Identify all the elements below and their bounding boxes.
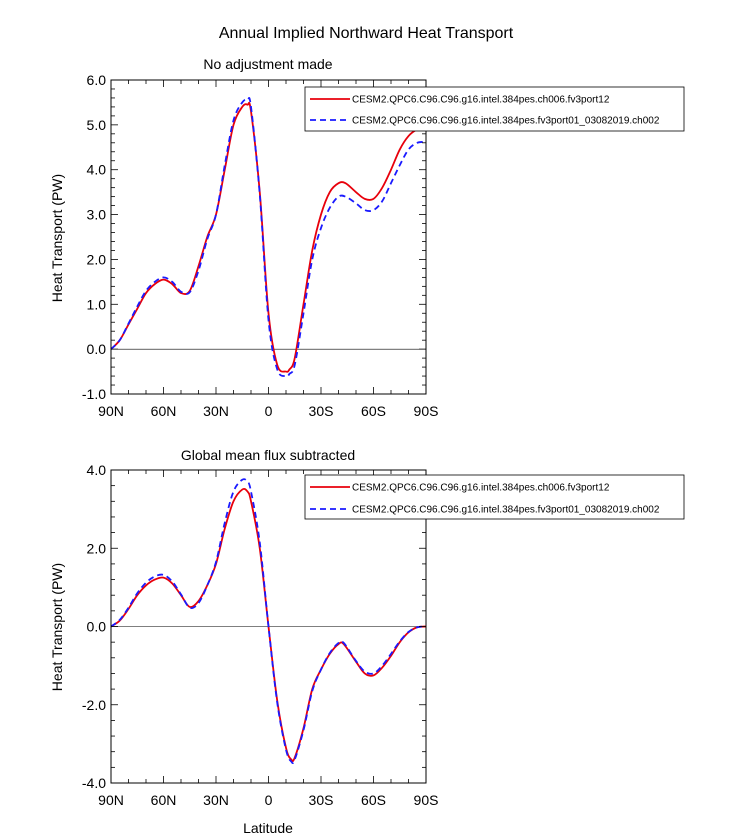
y-tick-label: 6.0 [87,72,107,88]
y-axis-label: Heat Transport (PW) [49,563,65,691]
series-line-solid [110,101,427,373]
x-tick-label: 30N [203,792,229,808]
x-tick-label: 90S [414,403,439,419]
x-tick-label: 90S [414,792,439,808]
y-tick-label: 3.0 [87,207,107,223]
legend: CESM2.QPC6.C96.C96.g16.intel.384pes.ch00… [304,86,685,132]
y-tick-label: -2.0 [82,697,106,713]
y-tick-label: 2.0 [87,540,107,556]
legend-entry: CESM2.QPC6.C96.C96.g16.intel.384pes.ch00… [352,483,610,494]
y-tick-label: 1.0 [87,296,107,312]
x-tick-label: 60N [151,403,177,419]
x-tick-label: 60N [151,792,177,808]
y-tick-label: 5.0 [87,117,107,133]
panel-no-adjustment: No adjustment made Heat Transport (PW) 9… [49,56,685,419]
legend-box [304,86,685,132]
series-line-dashed [110,478,427,764]
y-tick-label: 0.0 [87,619,107,635]
legend-box [304,474,685,520]
panel-title: Global mean flux subtracted [181,447,355,463]
x-tick-label: 0 [265,792,273,808]
y-axis-label: Heat Transport (PW) [49,174,65,302]
x-tick-label: 0 [265,403,273,419]
legend-entry: CESM2.QPC6.C96.C96.g16.intel.384pes.ch00… [352,95,610,106]
y-tick-label: 4.0 [87,462,107,478]
x-tick-label: 30S [309,792,334,808]
x-tick-label: 60S [361,403,386,419]
y-tick-label: -4.0 [82,775,106,791]
y-tick-label: 0.0 [87,341,107,357]
y-tick-label: 2.0 [87,251,107,267]
series-line-dashed [110,97,427,378]
x-tick-label: 60S [361,792,386,808]
y-tick-label: -1.0 [82,386,106,402]
x-tick-label: 90N [98,403,124,419]
x-axis-label: Latitude [243,820,293,836]
x-tick-label: 30S [309,403,334,419]
x-tick-label: 30N [203,403,229,419]
x-tick-label: 90N [98,792,124,808]
y-tick-label: 4.0 [87,162,107,178]
panel-global-mean-subtracted: Global mean flux subtracted Heat Transpo… [49,447,685,836]
legend: CESM2.QPC6.C96.C96.g16.intel.384pes.ch00… [304,474,685,520]
panel-title: No adjustment made [203,56,332,72]
figure-title: Annual Implied Northward Heat Transport [219,25,514,42]
legend-entry: CESM2.QPC6.C96.C96.g16.intel.384pes.fv3p… [352,116,660,127]
legend-entry: CESM2.QPC6.C96.C96.g16.intel.384pes.fv3p… [352,505,660,516]
